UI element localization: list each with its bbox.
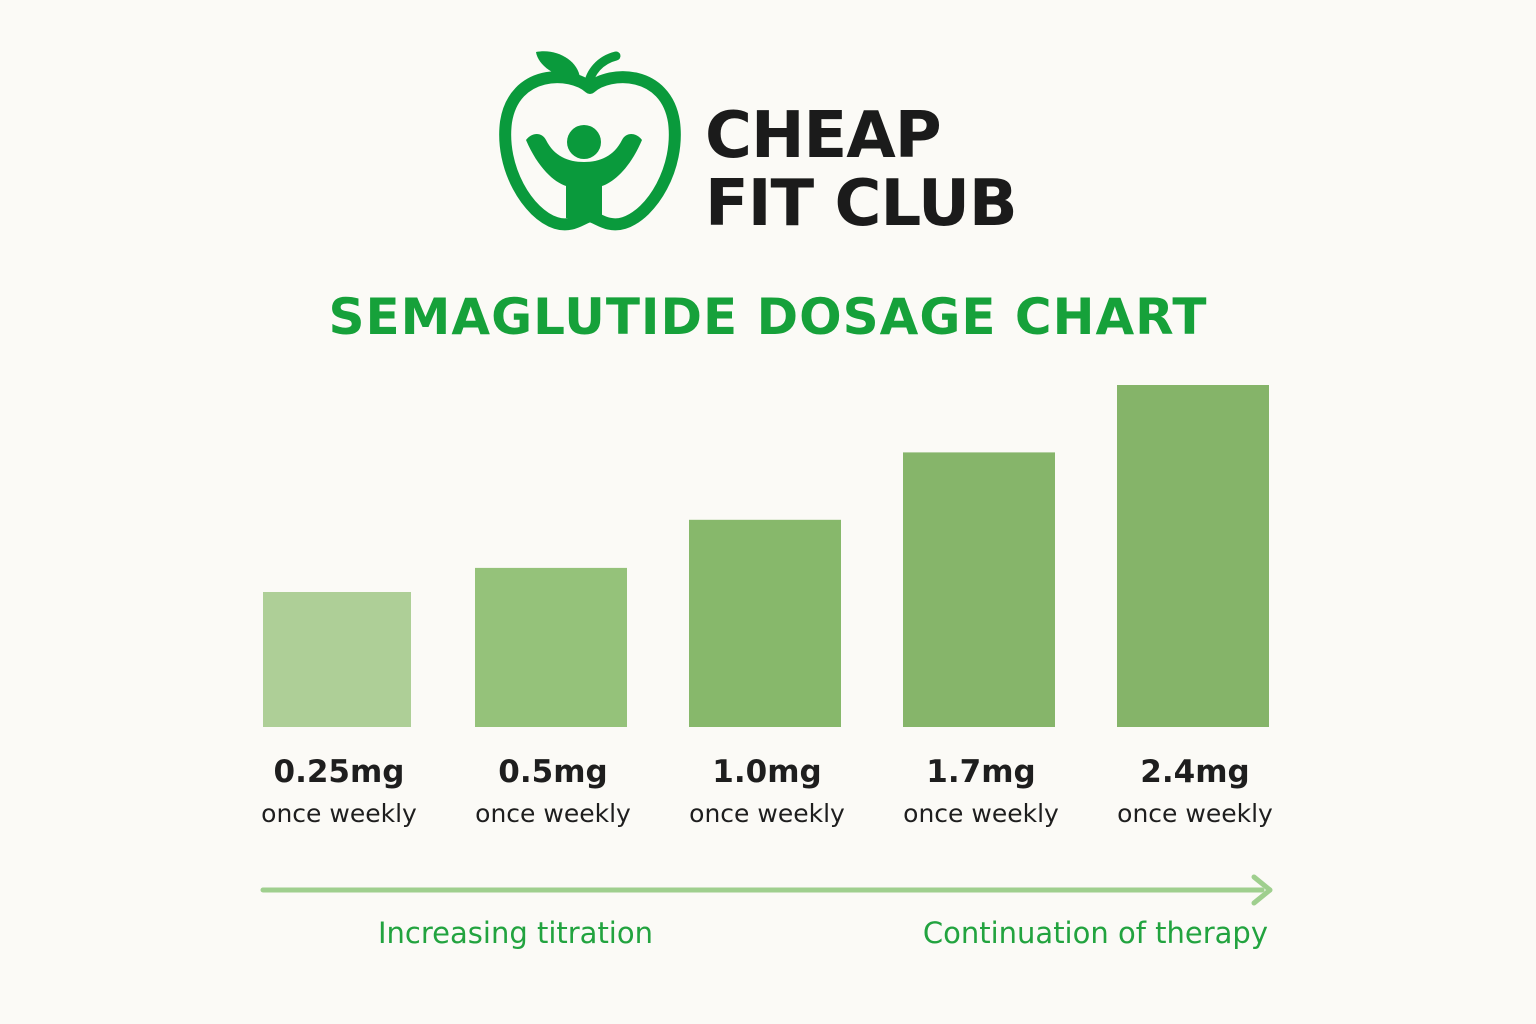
labels-group: 0.25mg once weekly 0.5mg once weekly 1.0mg on… bbox=[261, 754, 1273, 828]
bar-5 bbox=[1117, 385, 1269, 727]
brand-name-line1: CHEAP bbox=[705, 99, 942, 173]
dose-label-5: 2.4mg bbox=[1140, 754, 1249, 790]
chart-title: SEMAGLUTIDE DOSAGE CHART bbox=[328, 288, 1208, 346]
progress-arrow-head bbox=[1251, 874, 1273, 906]
frequency-label-3: once weekly bbox=[689, 799, 845, 828]
bar-2 bbox=[475, 567, 627, 727]
dose-label-4: 1.7mg bbox=[926, 754, 1035, 790]
frequency-label-4: once weekly bbox=[903, 799, 1059, 828]
frequency-label-5: once weekly bbox=[1117, 799, 1273, 828]
frequency-label-1: once weekly bbox=[261, 799, 417, 828]
frequency-label-2: once weekly bbox=[475, 799, 631, 828]
brand-name: CHEAP FIT CLUB bbox=[705, 99, 1018, 241]
brand-name-line2: FIT CLUB bbox=[705, 167, 1018, 241]
dose-label-1: 0.25mg bbox=[274, 754, 405, 790]
bar-1 bbox=[263, 592, 411, 727]
apple-person-icon bbox=[499, 51, 681, 231]
phase-label-continuation: Continuation of therapy bbox=[922, 916, 1268, 950]
dose-label-3: 1.0mg bbox=[712, 754, 821, 790]
brand: CHEAP FIT CLUB bbox=[498, 48, 1058, 248]
bar-3 bbox=[689, 519, 841, 727]
bars-group bbox=[263, 385, 1269, 727]
bar-4 bbox=[903, 452, 1055, 727]
progress-arrow bbox=[260, 874, 1273, 906]
phase-label-titration: Increasing titration bbox=[378, 916, 653, 950]
dose-label-2: 0.5mg bbox=[498, 754, 607, 790]
